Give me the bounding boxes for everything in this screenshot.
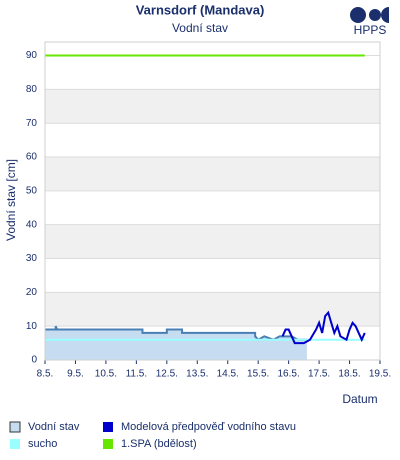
legend-label: Vodní stav [28,421,80,433]
series-line [281,310,366,345]
legend-marker [9,421,21,433]
legend-label: Modelová předpověď vodního stavu [121,421,296,433]
x-tick-label: 16.5. [278,369,300,380]
logo-dot [369,9,381,21]
x-tick-label: 15.5. [247,369,269,380]
plot-frame [44,41,381,361]
x-tick-label: 19.5. [369,369,391,380]
y-tick-label: 40 [26,219,38,230]
chart-title: Varnsdorf (Mandava) [136,2,265,17]
legend-marker [103,422,113,432]
x-tick-label: 13.5. [186,369,208,380]
chart-subtitle: Vodní stav [172,21,228,35]
y-tick-label: 10 [26,321,38,332]
grid-band [45,89,380,124]
logo-dot [350,7,366,23]
y-tick-label: 90 [26,50,38,61]
x-axis-label: Datum [342,392,377,406]
y-tick-label: 20 [26,287,38,298]
x-tick-label: 11.5. [126,369,148,380]
legend-label: sucho [28,438,57,450]
grid-band [45,224,380,259]
x-tick-label: 9.5. [67,369,84,380]
logo: HPPS [350,7,389,37]
x-tick-label: 14.5. [217,369,239,380]
area-line [45,325,307,341]
logo-half [381,7,389,23]
area-fill [45,326,307,360]
legend-marker [103,439,113,449]
x-tick-label: 17.5. [308,369,330,380]
logo-text: HPPS [354,23,387,37]
legend-marker [10,439,20,449]
y-tick-label: 60 [26,152,38,163]
legend-label: 1.SPA (bdělost) [121,438,197,450]
y-tick-label: 70 [26,118,38,129]
y-tick-label: 0 [31,355,37,366]
y-tick-label: 80 [26,84,38,95]
y-axis-label: Vodní stav [cm] [4,159,18,241]
grid-band [45,157,380,191]
x-tick-label: 18.5. [338,369,360,380]
x-tick-label: 8.5. [37,369,54,380]
x-tick-label: 10.5. [95,369,117,380]
y-tick-label: 50 [26,185,38,196]
y-tick-label: 30 [26,253,38,264]
x-tick-label: 12.5. [156,369,178,380]
